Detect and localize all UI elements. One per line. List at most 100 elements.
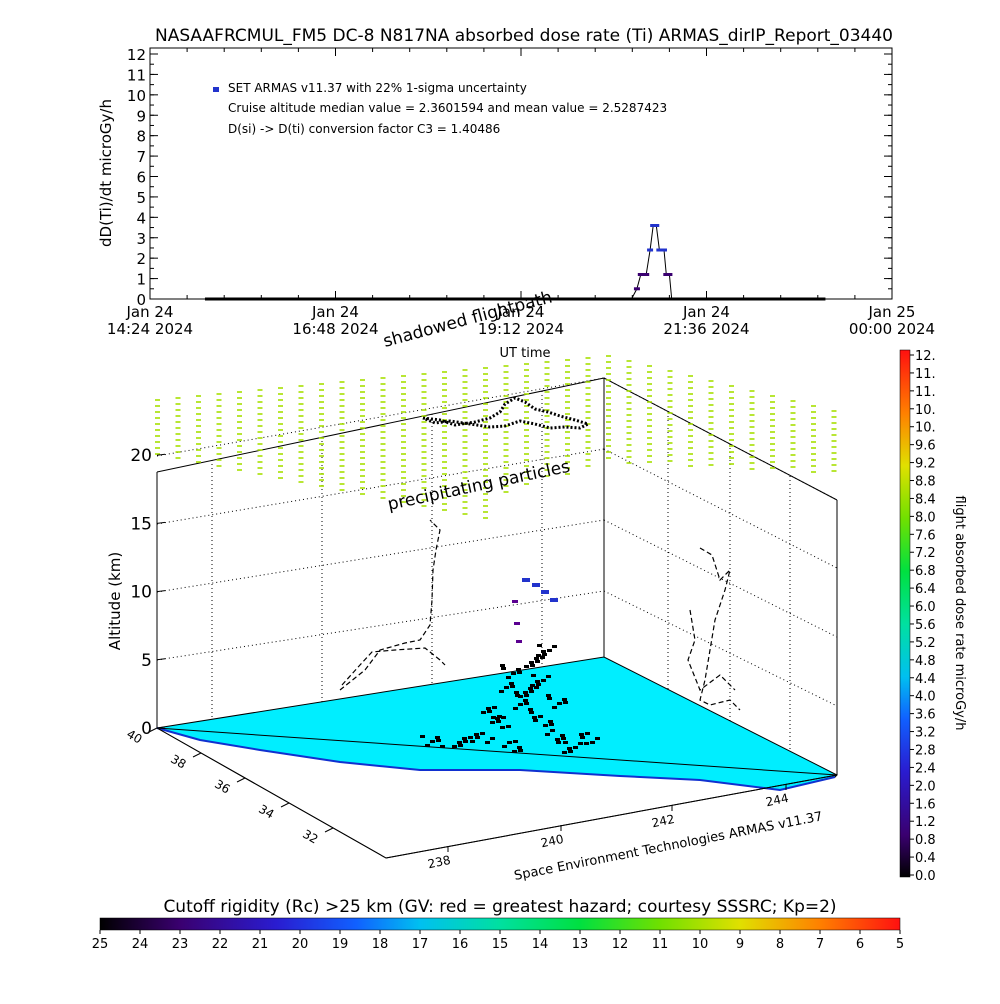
lon-axis-line — [385, 774, 838, 859]
ground-dose-marker — [463, 740, 468, 743]
y-tick-label: 6 — [136, 169, 146, 187]
ground-dose-marker — [531, 674, 536, 677]
ground-dose-marker — [563, 701, 568, 704]
ground-dose-marker — [567, 747, 572, 750]
ground-dose-marker — [562, 698, 567, 701]
dose-colorbar-tick-label: 6.0 — [915, 600, 936, 615]
ground-dose-marker — [584, 742, 589, 745]
y-tick-label: 4 — [136, 209, 146, 227]
rigidity-colorbar-scale — [99, 917, 901, 931]
y-axis-label: dD(Ti)/dt microGy/h — [97, 99, 115, 247]
ground-dose-marker — [547, 649, 552, 652]
ground-dose-marker — [501, 667, 506, 670]
ground-dose-marker — [420, 735, 425, 738]
rigidity-colorbar-tick-label: 17 — [412, 937, 429, 952]
x-tick-label-time: 21:36 2024 — [663, 320, 749, 338]
lat-tick — [192, 752, 202, 758]
ground-dose-marker — [480, 732, 485, 735]
legend-conversion-factor: D(si) -> D(ti) conversion factor C3 = 1.… — [228, 122, 500, 136]
series-point — [734, 297, 741, 301]
ground-dose-marker — [517, 671, 522, 674]
dose-colorbar-tick-label: 7.6 — [915, 528, 936, 543]
series-point — [347, 297, 354, 301]
ground-dose-marker — [515, 694, 520, 697]
dose-colorbar-scale — [899, 349, 911, 878]
dose-colorbar-tick-label: 2.8 — [915, 743, 936, 758]
ground-dose-marker — [468, 736, 473, 739]
ground-dose-marker — [495, 717, 500, 720]
lat-tick-label: 34 — [256, 802, 276, 822]
series-point — [643, 273, 650, 276]
shadow-left — [339, 519, 441, 691]
dose-colorbar-tick-label: 7.2 — [915, 546, 936, 561]
series-point — [579, 297, 586, 301]
ground-dose-marker — [524, 665, 529, 668]
legend-marker — [213, 87, 219, 92]
lat-tick-label: 32 — [300, 827, 320, 847]
x-tick-label-time: 16:48 2024 — [292, 320, 378, 338]
dose-colorbar-tick-label: 8.0 — [915, 510, 936, 525]
dose-colorbar-tick-label: 3.6 — [915, 708, 936, 723]
ground-dose-marker — [500, 726, 505, 729]
ground-dose-marker — [506, 676, 511, 679]
series-point — [628, 297, 635, 301]
dose-colorbar-tick-label: 6.4 — [915, 582, 936, 597]
ground-dose-marker — [563, 741, 568, 744]
legend-median-mean: Cruise altitude median value = 2.3601594… — [228, 101, 667, 115]
ground-dose-marker — [512, 750, 517, 753]
dose-colorbar-tick-label: 3.2 — [915, 726, 936, 741]
dose-colorbar-tick-label: 10. — [915, 403, 936, 418]
ground-dose-marker — [529, 661, 534, 664]
x-axis-label: UT time — [500, 346, 551, 361]
ground-dose-marker — [506, 725, 511, 728]
shadowed-flightpath — [339, 519, 741, 711]
rigidity-colorbar-tick-label: 8 — [776, 937, 784, 952]
ground-dose-marker — [549, 723, 554, 726]
x-tick-label-date: Jan 24 — [497, 303, 545, 321]
dose-colorbar-tick-label: 9.6 — [915, 439, 936, 454]
altitude-tick-label: 15 — [130, 514, 152, 534]
y-tick-label: 11 — [127, 66, 146, 84]
ground-dose-marker — [530, 684, 535, 687]
dose-colorbar-tick-label: 5.2 — [915, 636, 936, 651]
dose-colorbar-tick-label: 8.8 — [915, 475, 936, 490]
lon-tick-label: 238 — [427, 853, 452, 871]
ground-dose-marker — [497, 715, 502, 718]
rigidity-colorbar-ticks: 25 24 23 22 21 20 19 18 17 16 15 14 13 12 11 10 9 8 7 6 5 — [92, 930, 904, 952]
ground-dose-marker — [557, 702, 562, 705]
ground-dose-marker — [458, 744, 463, 747]
rigidity-colorbar-tick-label: 7 — [816, 937, 824, 952]
ground-dose-marker — [532, 716, 537, 719]
rigidity-colorbar-tick-label: 5 — [896, 937, 904, 952]
altitude-axis-label: Altitude (km) — [106, 552, 124, 650]
series-point — [668, 297, 675, 301]
ground-dose-marker — [542, 653, 547, 656]
y-tick-label: 0 — [136, 291, 146, 309]
dose-blue-markers — [522, 578, 558, 602]
ground-dose-marker — [487, 710, 492, 713]
series-point — [656, 248, 663, 252]
ground-dose-marker — [496, 720, 501, 723]
dose-colorbar-tick-label: 0.8 — [915, 833, 936, 848]
ground-dose-marker — [529, 711, 534, 714]
longitude-ticks: 238 240 242 244 — [427, 784, 790, 871]
dose-ground-markers — [420, 644, 600, 754]
dose-colorbar-label: flight absorbed dose rate microGy/h — [952, 496, 967, 731]
ground-dose-marker — [546, 694, 551, 697]
dose-colorbar-tick-label: 11. — [915, 367, 936, 382]
lon-tick-label: 242 — [651, 812, 676, 830]
shadow-right-2 — [687, 609, 736, 691]
dose-colorbar-tick-label: 10. — [915, 421, 936, 436]
ground-dose-marker — [440, 745, 445, 748]
ground-dose-marker — [535, 680, 540, 683]
ground-dose-marker — [547, 697, 552, 700]
ground-dose-marker — [534, 686, 539, 689]
back-top-edge-right — [603, 377, 838, 501]
ground-dose-marker — [491, 716, 496, 719]
ground-dose-marker — [518, 703, 523, 706]
ground-dose-marker — [485, 741, 490, 744]
series-point — [270, 297, 277, 301]
ground-dose-marker — [492, 706, 497, 709]
ground-dose-marker — [474, 733, 479, 736]
